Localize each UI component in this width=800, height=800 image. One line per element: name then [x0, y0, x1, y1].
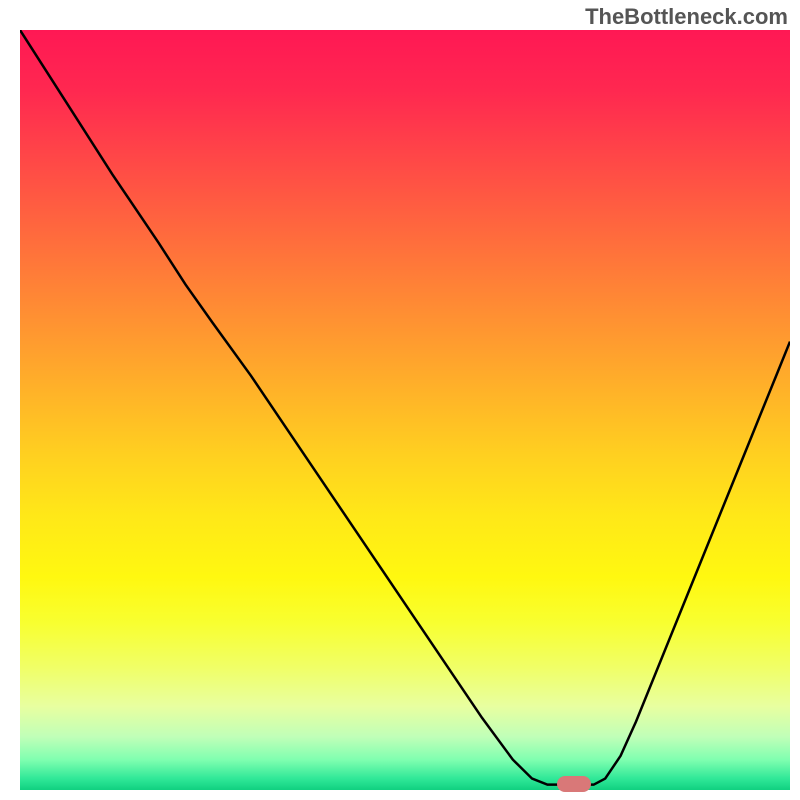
watermark-text: TheBottleneck.com	[585, 4, 788, 30]
chart-container	[20, 30, 790, 790]
bottleneck-curve	[20, 30, 790, 790]
optimal-point-marker	[557, 776, 591, 792]
